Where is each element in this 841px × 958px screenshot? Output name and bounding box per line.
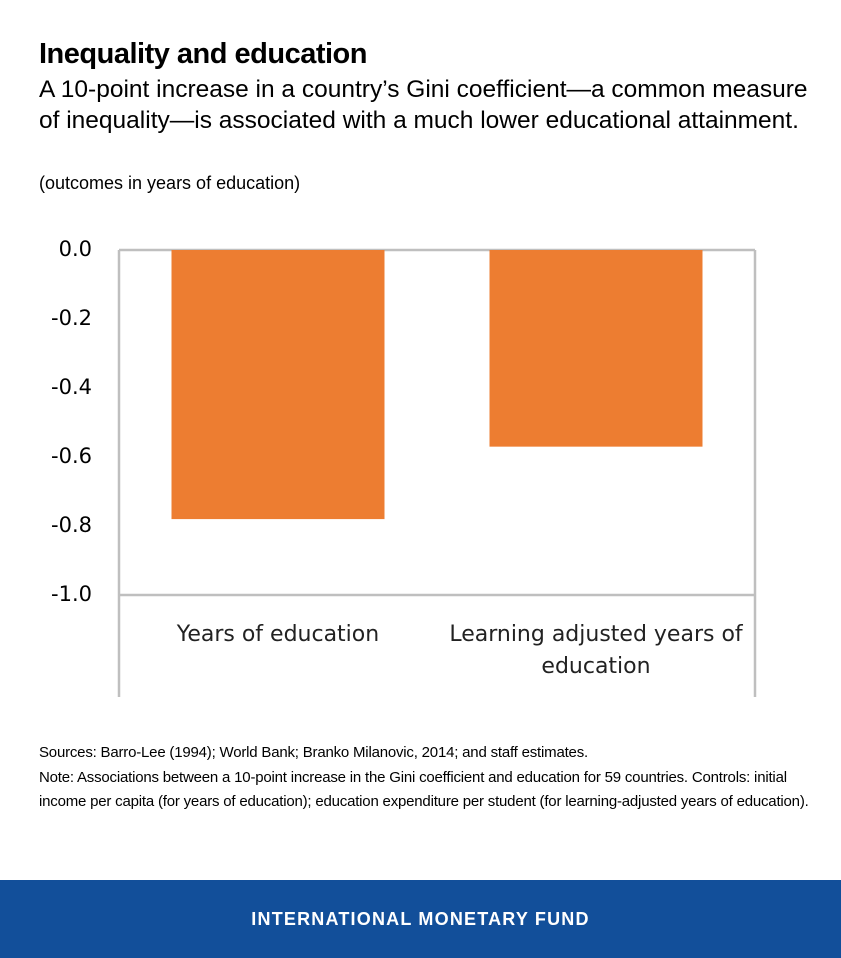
source-notes: Sources: Barro-Lee (1994); World Bank; B… — [39, 741, 819, 815]
y-tick-label: -0.4 — [51, 375, 92, 399]
x-tick-label: Years of education — [176, 622, 379, 647]
y-tick-label: -0.8 — [51, 513, 92, 537]
y-tick-label: -1.0 — [51, 582, 92, 606]
bar-chart: 0.0 -0.2 -0.4 -0.6 -0.8 -1.0 Years of educatio… — [51, 237, 757, 697]
x-tick-label: Learning adjusted years of — [449, 622, 744, 647]
x-tick-label: education — [541, 654, 650, 679]
y-tick-label: -0.6 — [51, 444, 92, 468]
y-tick-label: 0.0 — [59, 237, 92, 261]
footer-banner: INTERNATIONAL MONETARY FUND — [0, 880, 841, 958]
bar — [489, 250, 703, 447]
units-label: (outcomes in years of education) — [39, 173, 301, 193]
bar — [171, 250, 385, 520]
sources-text: Sources: Barro-Lee (1994); World Bank; B… — [39, 744, 588, 761]
chart-subtitle: A 10-point increase in a country’s Gini … — [39, 76, 808, 134]
note-text: Note: Associations between a 10-point in… — [39, 768, 809, 811]
y-tick-label: -0.2 — [51, 306, 92, 330]
footer-brand: INTERNATIONAL MONETARY FUND — [251, 908, 590, 929]
chart-title: Inequality and education — [39, 38, 368, 70]
